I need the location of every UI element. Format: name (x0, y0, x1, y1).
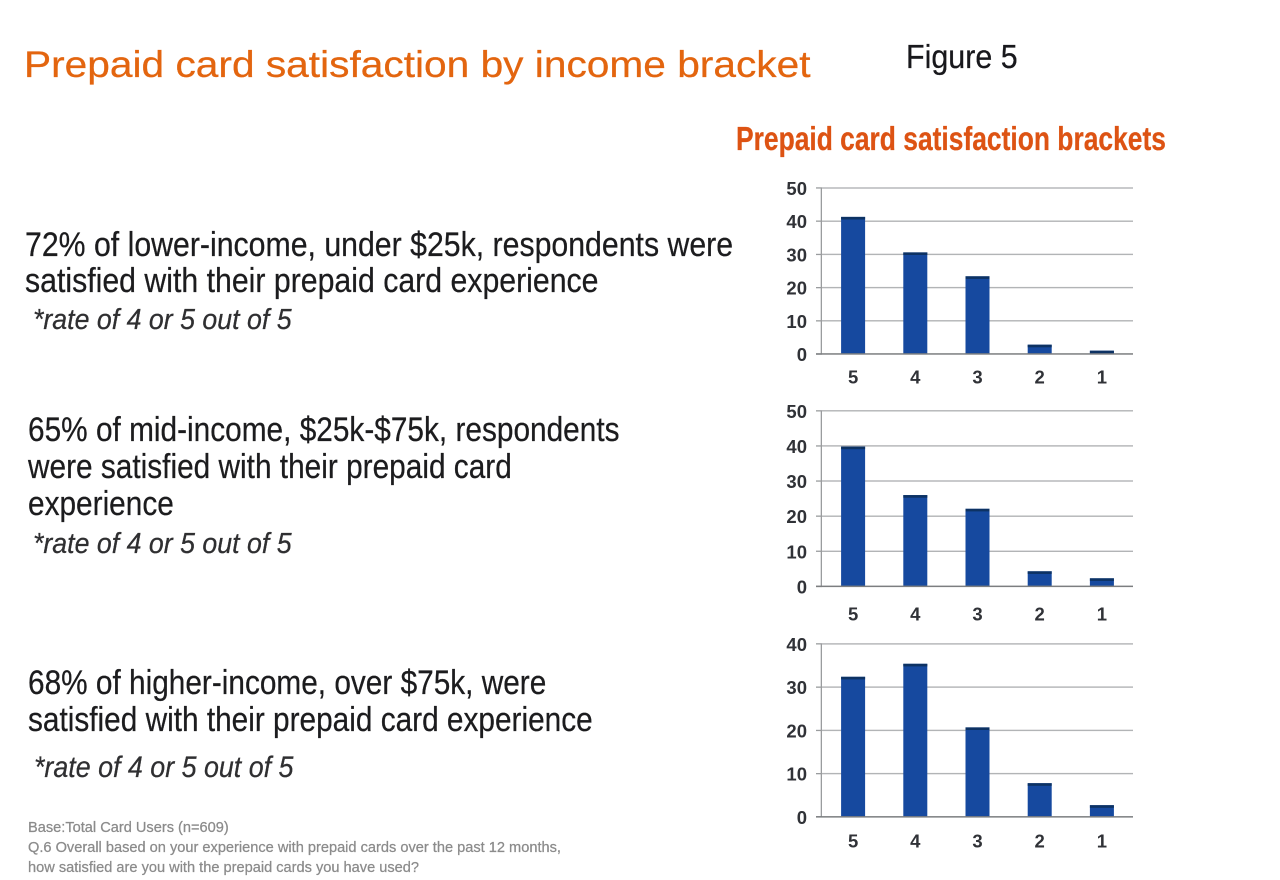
svg-text:10: 10 (786, 311, 807, 332)
svg-text:20: 20 (786, 278, 807, 299)
svg-text:40: 40 (786, 634, 807, 655)
svg-text:20: 20 (786, 720, 807, 741)
svg-text:30: 30 (786, 677, 807, 698)
svg-text:1: 1 (1097, 366, 1107, 387)
svg-text:5: 5 (848, 366, 858, 387)
svg-text:40: 40 (786, 436, 807, 457)
svg-text:10: 10 (786, 541, 807, 562)
svg-text:10: 10 (786, 764, 807, 785)
svg-text:0: 0 (797, 344, 807, 365)
svg-text:0: 0 (797, 576, 807, 597)
svg-text:2: 2 (1035, 604, 1045, 625)
svg-text:1: 1 (1097, 604, 1107, 625)
svg-text:2: 2 (1035, 366, 1045, 387)
svg-text:3: 3 (972, 830, 982, 851)
svg-text:30: 30 (786, 244, 807, 265)
svg-text:50: 50 (786, 401, 807, 422)
svg-text:40: 40 (786, 211, 807, 232)
svg-text:3: 3 (972, 366, 982, 387)
svg-text:50: 50 (786, 178, 807, 199)
svg-text:30: 30 (786, 471, 807, 492)
svg-text:4: 4 (910, 604, 921, 625)
svg-text:1: 1 (1097, 830, 1107, 851)
svg-text:2: 2 (1035, 830, 1045, 851)
svg-text:0: 0 (797, 807, 807, 828)
svg-text:4: 4 (910, 366, 921, 387)
svg-text:5: 5 (848, 830, 858, 851)
svg-text:3: 3 (972, 604, 982, 625)
svg-text:20: 20 (786, 506, 807, 527)
svg-text:4: 4 (910, 830, 921, 851)
svg-text:5: 5 (848, 604, 858, 625)
